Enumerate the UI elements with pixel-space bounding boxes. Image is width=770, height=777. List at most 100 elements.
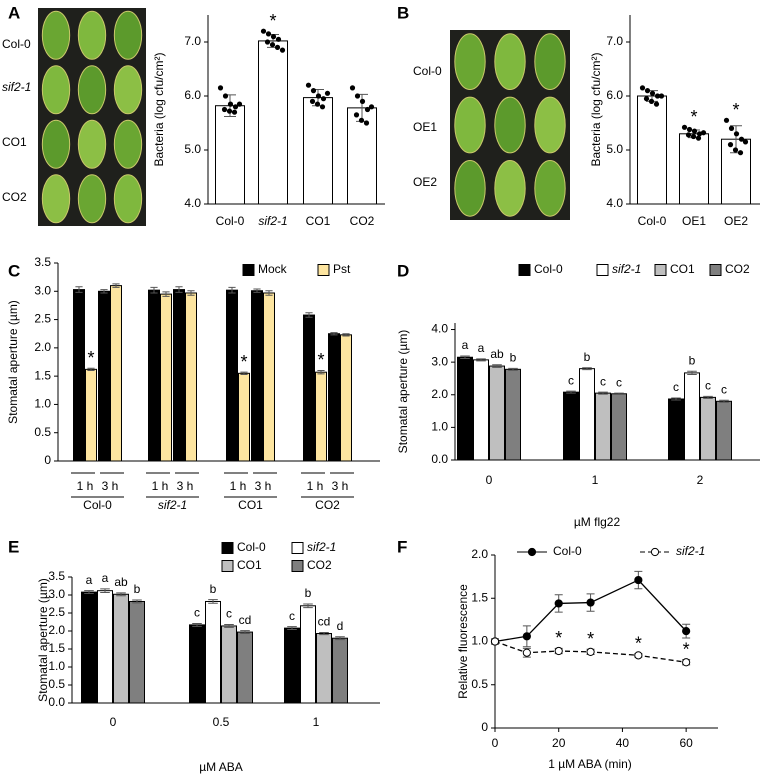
data-point xyxy=(727,142,734,148)
y-tick-label: 0.5 xyxy=(34,425,51,439)
photo-label: CO1 xyxy=(2,135,27,149)
leaf xyxy=(494,96,526,154)
data-point xyxy=(274,44,281,51)
letter-label: c xyxy=(616,375,622,389)
bar xyxy=(110,285,122,462)
legend-label: Mock xyxy=(258,262,288,276)
leaf xyxy=(534,96,566,154)
bar xyxy=(505,368,521,461)
legend-swatch xyxy=(291,560,304,572)
error-bar xyxy=(566,390,576,394)
letter-label: b xyxy=(210,582,217,596)
error-bar xyxy=(303,603,313,609)
leaf xyxy=(41,119,71,169)
data-point xyxy=(732,147,739,153)
data-point xyxy=(737,150,744,156)
marker xyxy=(634,651,643,660)
photo-label: Col-0 xyxy=(2,37,31,51)
error-bar xyxy=(265,290,273,296)
error-bar xyxy=(116,592,126,597)
panel-label: B xyxy=(397,3,409,22)
panel-label: E xyxy=(8,537,19,556)
error-bar xyxy=(476,358,486,362)
group-label: CO1 xyxy=(238,498,263,512)
significance-mark: * xyxy=(683,639,690,659)
error-bar xyxy=(335,636,345,641)
error-bar xyxy=(508,367,518,371)
data-point xyxy=(364,106,371,113)
y-axis-label: Stomatal aperture (µm) xyxy=(6,300,20,424)
x-tick-label: 1 h xyxy=(152,479,169,493)
bar xyxy=(73,289,85,462)
x-tick-label: 2 xyxy=(697,473,704,487)
data-point xyxy=(658,93,665,99)
error-bar xyxy=(687,370,697,376)
bar xyxy=(332,637,348,704)
y-tick-label: 1.5 xyxy=(48,641,65,655)
significance-mark: * xyxy=(587,629,594,649)
bar xyxy=(238,372,250,462)
bar xyxy=(457,356,473,461)
error-bar xyxy=(492,364,502,368)
error-bar xyxy=(598,391,608,395)
y-tick-label: 1.0 xyxy=(48,659,65,673)
data-point xyxy=(269,42,276,48)
error-bar xyxy=(671,397,681,401)
bar xyxy=(300,605,316,704)
leaf xyxy=(494,33,526,91)
bar xyxy=(98,290,110,462)
bar xyxy=(637,95,667,205)
error-bar xyxy=(703,395,713,399)
group-label: CO2 xyxy=(315,498,340,512)
marker xyxy=(634,575,643,585)
leaf xyxy=(113,119,143,169)
data-point xyxy=(649,90,656,96)
legend-swatch xyxy=(317,264,330,276)
x-tick-label: CO1 xyxy=(306,214,331,228)
data-point xyxy=(643,96,650,102)
data-point xyxy=(353,112,360,118)
bar xyxy=(684,372,700,461)
bar xyxy=(189,624,205,704)
y-tick-label: 1.5 xyxy=(34,368,51,382)
error-bar xyxy=(240,371,248,375)
x-tick-label: 3 h xyxy=(332,479,349,493)
error-bar xyxy=(319,631,329,636)
data-point xyxy=(686,126,693,133)
leaf xyxy=(113,174,143,224)
data-point xyxy=(690,133,697,140)
x-tick-label: 1 xyxy=(592,473,599,487)
data-point xyxy=(305,82,312,88)
y-tick-label: 0.0 xyxy=(431,452,448,466)
bar xyxy=(303,314,315,462)
x-tick-label: 60 xyxy=(679,736,693,750)
legend-swatch xyxy=(654,264,667,276)
bar xyxy=(489,365,505,461)
error-bar xyxy=(208,599,218,604)
significance-mark: * xyxy=(732,100,739,120)
data-point xyxy=(349,85,356,91)
data-point xyxy=(309,98,316,104)
y-tick-label: 2.0 xyxy=(34,340,51,354)
error-bar xyxy=(330,332,338,336)
error-bar xyxy=(100,588,110,593)
x-tick-label: CO2 xyxy=(350,214,375,228)
error-bar xyxy=(228,286,236,294)
marker xyxy=(554,646,563,656)
marker xyxy=(554,599,563,608)
error-bar xyxy=(87,367,95,371)
leaf xyxy=(454,33,486,91)
series-line xyxy=(494,640,687,663)
leaf xyxy=(41,65,71,115)
legend-label: Col-0 xyxy=(534,262,563,276)
photo-label: Col-0 xyxy=(413,64,442,78)
letter-label: a xyxy=(86,573,93,587)
bar xyxy=(129,600,145,704)
marker xyxy=(682,658,691,667)
data-point xyxy=(368,104,375,110)
data-point xyxy=(217,85,224,91)
y-tick-label: 3.0 xyxy=(431,354,448,368)
data-point xyxy=(320,96,327,102)
error-bar xyxy=(614,392,624,395)
leaf xyxy=(534,33,566,91)
